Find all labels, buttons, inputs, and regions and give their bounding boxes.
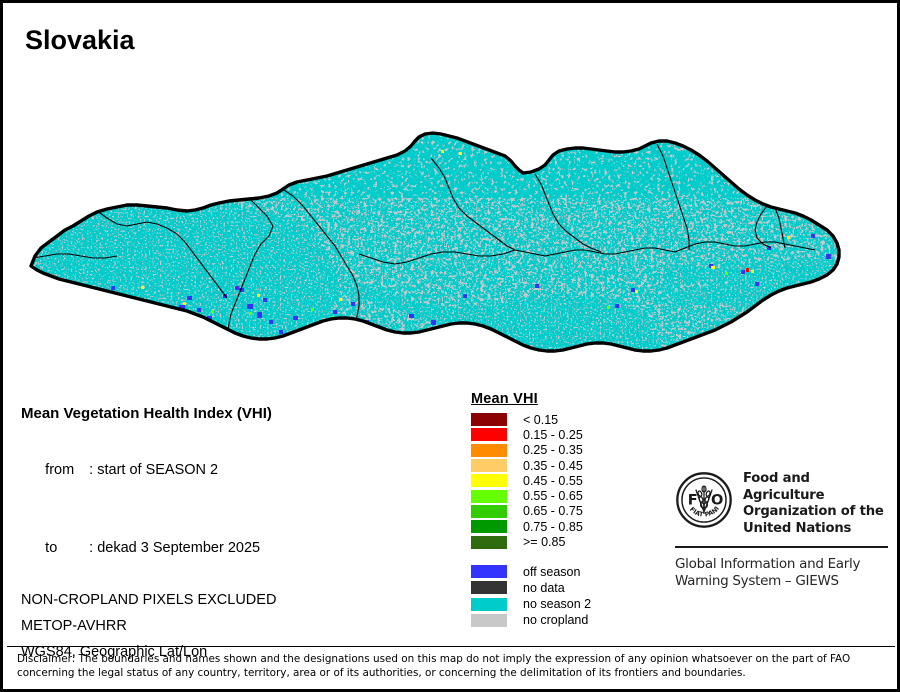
legend-swatch	[471, 613, 507, 627]
description-to-row: to : dekad 3 September 2025	[21, 509, 451, 587]
legend-special-row: off season	[471, 564, 661, 580]
legend-label: 0.65 - 0.75	[523, 504, 583, 519]
map-description: Mean Vegetation Health Index (VHI) from:…	[21, 401, 451, 665]
legend-swatch	[471, 474, 507, 488]
legend-swatch	[471, 428, 507, 442]
legend-special-row: no season 2	[471, 596, 661, 612]
legend-spacer	[471, 550, 661, 564]
legend-class-row: 0.25 - 0.35	[471, 443, 661, 458]
fao-logo: F O FIAT PANIS	[673, 465, 733, 534]
layer-admin-boundaries	[32, 143, 816, 335]
legend-label: >= 0.85	[523, 535, 566, 550]
fao-letter-o: O	[711, 493, 723, 509]
legend-label: 0.35 - 0.45	[523, 458, 583, 473]
description-from-row: from : start of SEASON 2	[21, 431, 451, 509]
to-label: to	[45, 540, 58, 556]
fao-emblem-icon: F O FIAT PANIS	[673, 465, 732, 528]
legend-label: 0.75 - 0.85	[523, 519, 583, 534]
page-title: Slovakia	[25, 25, 135, 55]
fao-header: F O FIAT PANIS Food and Agriculture Orga…	[673, 465, 890, 537]
fao-letter-f: F	[688, 493, 698, 509]
legend-class-row: >= 0.85	[471, 534, 661, 549]
legend-swatch	[471, 535, 507, 549]
giews-system-name: Global Information and Early Warning Sys…	[675, 556, 890, 590]
legend-label: < 0.15	[523, 412, 559, 427]
legend-label: 0.15 - 0.25	[523, 427, 583, 442]
description-heading: Mean Vegetation Health Index (VHI)	[21, 405, 272, 422]
legend-class-row: 0.65 - 0.75	[471, 504, 661, 519]
legend-swatch	[471, 459, 507, 473]
legend-special-row: no cropland	[471, 612, 661, 628]
legend-swatch	[471, 581, 507, 595]
slovakia-raster-map[interactable]	[11, 58, 895, 358]
legend-label: off season	[523, 564, 581, 579]
legend-special-row: no data	[471, 580, 661, 596]
fao-name-line-3: United Nations	[743, 520, 852, 536]
description-excluded: NON-CROPLAND PIXELS EXCLUDED	[21, 592, 277, 608]
legend-class-row: 0.15 - 0.25	[471, 427, 661, 442]
legend-class-list: < 0.15 0.15 - 0.25 0.25 - 0.35 0.35 - 0.45 0…	[471, 412, 661, 550]
legend-class-row: 0.35 - 0.45	[471, 458, 661, 473]
to-value: : dekad 3 September 2025	[89, 540, 261, 556]
legend-swatch	[471, 443, 507, 457]
from-value: : start of SEASON 2	[89, 462, 219, 478]
legend-class-row: < 0.15	[471, 412, 661, 427]
description-projection: WGS84, Geographic Lat/Lon	[21, 644, 208, 660]
description-sensor: METOP-AVHRR	[21, 618, 127, 634]
fao-branding: F O FIAT PANIS Food and Agriculture Orga…	[673, 465, 890, 590]
legend-special-list: off season no data no season 2 no cropland	[471, 564, 661, 629]
fao-name-line-2: Organization of the	[743, 504, 884, 519]
disclaimer-divider	[7, 646, 895, 647]
legend-swatch	[471, 489, 507, 503]
layer-grey-speckle	[31, 198, 839, 351]
legend: Mean VHI < 0.15 0.15 - 0.25 0.25 - 0.35 0.3…	[471, 391, 661, 628]
giews-line-1: Global Information and Early	[675, 556, 861, 572]
legend-swatch	[471, 597, 507, 611]
layer-vhi-red	[746, 268, 749, 272]
legend-label: 0.55 - 0.65	[523, 489, 583, 504]
legend-label: 0.45 - 0.55	[523, 473, 583, 488]
legend-class-row: 0.45 - 0.55	[471, 473, 661, 488]
fao-name-line-1: Food and Agriculture	[743, 471, 825, 503]
map-canvas[interactable]	[11, 58, 895, 358]
country-border	[29, 131, 841, 353]
disclaimer-text: Disclaimer: The boundaries and names sho…	[17, 653, 851, 679]
legend-swatch	[471, 413, 507, 427]
legend-swatch	[471, 520, 507, 534]
legend-label: no cropland	[523, 613, 589, 628]
fao-organization-name: Food and Agriculture Organization of the…	[743, 471, 890, 537]
map-layers	[29, 131, 841, 353]
legend-title: Mean VHI	[471, 391, 538, 407]
from-label: from	[45, 462, 75, 478]
legend-label: 0.25 - 0.35	[523, 443, 583, 458]
giews-line-2: Warning System – GIEWS	[675, 573, 839, 589]
legend-class-row: 0.55 - 0.65	[471, 488, 661, 503]
legend-label: no season 2	[523, 597, 592, 612]
legend-swatch	[471, 565, 507, 579]
legend-label: no data	[523, 580, 565, 595]
legend-class-row: 0.75 - 0.85	[471, 519, 661, 534]
legend-swatch	[471, 504, 507, 518]
fao-divider	[675, 546, 888, 548]
